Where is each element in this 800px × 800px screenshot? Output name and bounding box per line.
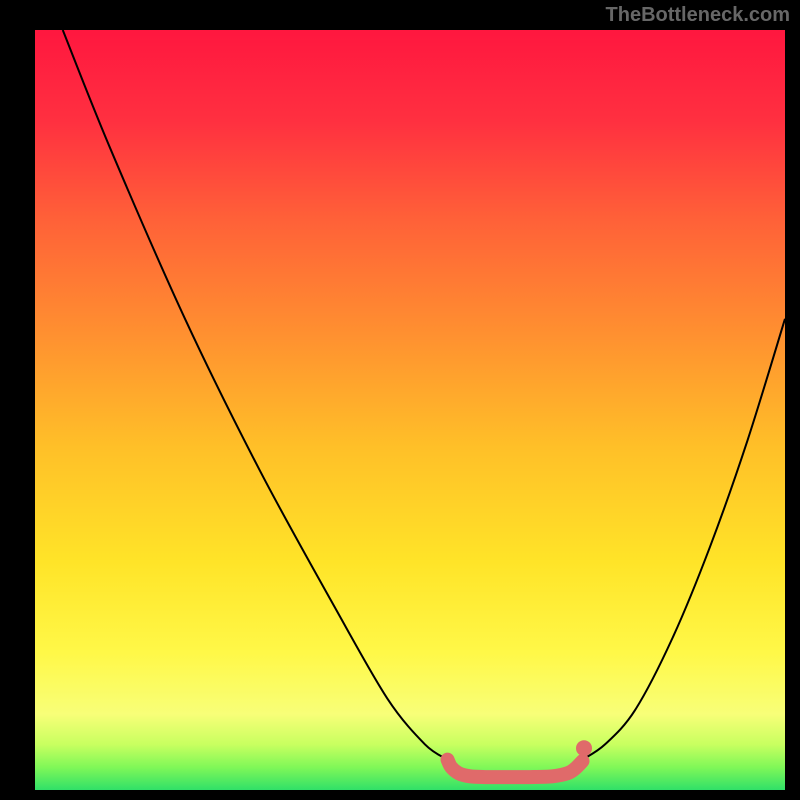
watermark-text: TheBottleneck.com xyxy=(606,4,790,27)
chart-container: TheBottleneck.com xyxy=(0,0,800,800)
valley-dot xyxy=(576,740,592,756)
bottleneck-chart xyxy=(0,0,800,800)
plot-background xyxy=(35,30,785,790)
